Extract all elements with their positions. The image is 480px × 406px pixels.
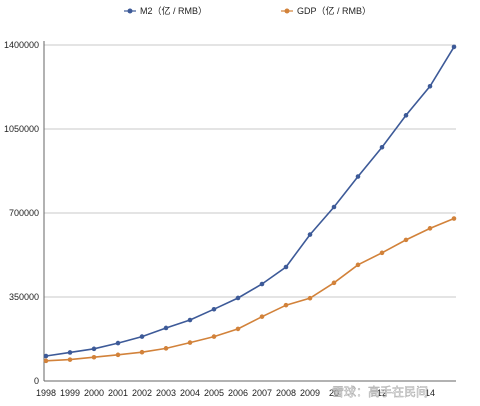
- legend: M2（亿 / RMB） GDP（亿 / RMB）: [124, 5, 371, 16]
- x-tick-label: 1999: [60, 388, 80, 398]
- data-point: [211, 306, 217, 312]
- data-point: [355, 262, 361, 268]
- data-point: [331, 204, 337, 210]
- data-point: [163, 325, 169, 331]
- x-tick-label: 2008: [276, 388, 296, 398]
- y-tick-label: 0: [34, 376, 39, 386]
- legend-item-1: GDP（亿 / RMB）: [281, 5, 371, 16]
- legend-label: M2（亿 / RMB）: [140, 5, 207, 16]
- data-point: [379, 144, 385, 150]
- y-tick-label: 350000: [9, 292, 39, 302]
- data-point: [403, 237, 409, 243]
- series-line-0: [45, 46, 455, 357]
- data-point: [115, 352, 121, 358]
- x-tick-label: 2009: [300, 388, 320, 398]
- data-point: [235, 295, 241, 301]
- axes: [43, 41, 456, 382]
- series-1: [43, 216, 457, 364]
- x-tick-label: 2006: [228, 388, 248, 398]
- data-point: [211, 334, 217, 339]
- data-point: [91, 354, 97, 360]
- data-point: [163, 346, 169, 351]
- data-point: [91, 346, 97, 352]
- y-tick-label: 1400000: [4, 40, 39, 50]
- x-tick-label: 12: [377, 388, 387, 398]
- data-point: [67, 350, 73, 355]
- data-point: [187, 317, 193, 323]
- data-point: [307, 232, 313, 237]
- x-tick-label: 2005: [204, 388, 224, 398]
- x-tick-label: 14: [425, 388, 435, 398]
- data-point: [379, 250, 385, 256]
- x-tick-label: 2000: [84, 388, 104, 398]
- data-point: [307, 295, 313, 301]
- data-point: [331, 280, 337, 286]
- data-point: [355, 174, 361, 179]
- x-tick-label: 2003: [156, 388, 176, 398]
- data-point: [43, 353, 49, 359]
- x-tick-label: 2001: [108, 388, 128, 398]
- data-point: [67, 357, 73, 362]
- x-tick-label: 2004: [180, 388, 200, 398]
- grid-lines: [44, 44, 456, 298]
- y-tick-labels: 0 350000 700000 1050000 1400000: [4, 40, 39, 386]
- y-tick-label: 1050000: [4, 124, 39, 134]
- y-tick-label: 700000: [9, 208, 39, 218]
- data-point: [115, 340, 121, 346]
- data-point: [427, 226, 433, 231]
- series-0: [43, 44, 457, 359]
- legend-marker: [284, 8, 290, 14]
- data-point: [259, 281, 265, 287]
- data-point: [139, 349, 145, 355]
- x-tick-label: 1998: [36, 388, 56, 398]
- data-point: [403, 113, 409, 118]
- series-line-1: [45, 217, 455, 362]
- x-tick-label: 2002: [132, 388, 152, 398]
- data-point: [187, 340, 193, 345]
- watermark-text: 雪球：高手在民间: [332, 384, 428, 399]
- data-point: [283, 264, 289, 270]
- legend-item-0: M2（亿 / RMB）: [124, 5, 207, 16]
- data-point: [43, 358, 49, 364]
- series-group: [43, 44, 457, 364]
- data-point: [283, 302, 289, 308]
- x-tick-label: 2007: [252, 388, 272, 398]
- data-point: [139, 334, 145, 339]
- data-point: [259, 314, 265, 319]
- data-point: [427, 83, 433, 89]
- x-tick-labels: 1998 1999 2000 2001 2002 2003 2004 2005 2006 2007…: [36, 388, 435, 398]
- x-tick-label: 20: [329, 388, 339, 398]
- legend-label: GDP（亿 / RMB）: [297, 5, 371, 16]
- data-point: [451, 44, 457, 50]
- data-point: [451, 216, 457, 221]
- data-point: [235, 326, 241, 332]
- legend-marker: [127, 8, 133, 14]
